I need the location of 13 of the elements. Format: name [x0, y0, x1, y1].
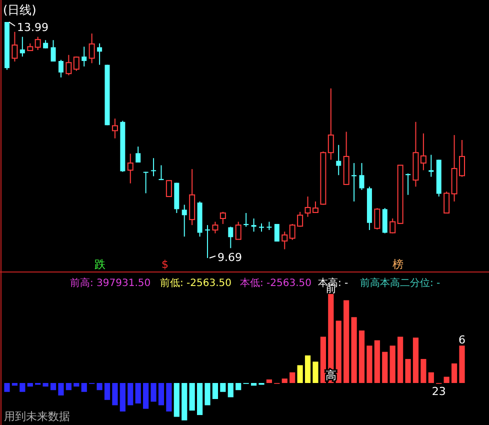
text: 前高本高二分位: - [360, 277, 441, 289]
text: 前低: -2563.50 [160, 277, 232, 289]
annotation: 6 [458, 334, 466, 347]
annotation: 23 [432, 385, 446, 398]
annotation: 9.69 [218, 251, 242, 264]
text: 本低: -2563.50 [240, 277, 312, 289]
chart-title: (日线) [3, 3, 36, 17]
annotation: 13.99 [17, 21, 48, 34]
annotation: 用到未来数据 [4, 410, 70, 423]
annotation: $ [162, 258, 168, 271]
annotation: 榜 [392, 258, 404, 271]
text: 前高: 397931.50 [70, 277, 151, 289]
annotation: 跌 [94, 258, 106, 271]
